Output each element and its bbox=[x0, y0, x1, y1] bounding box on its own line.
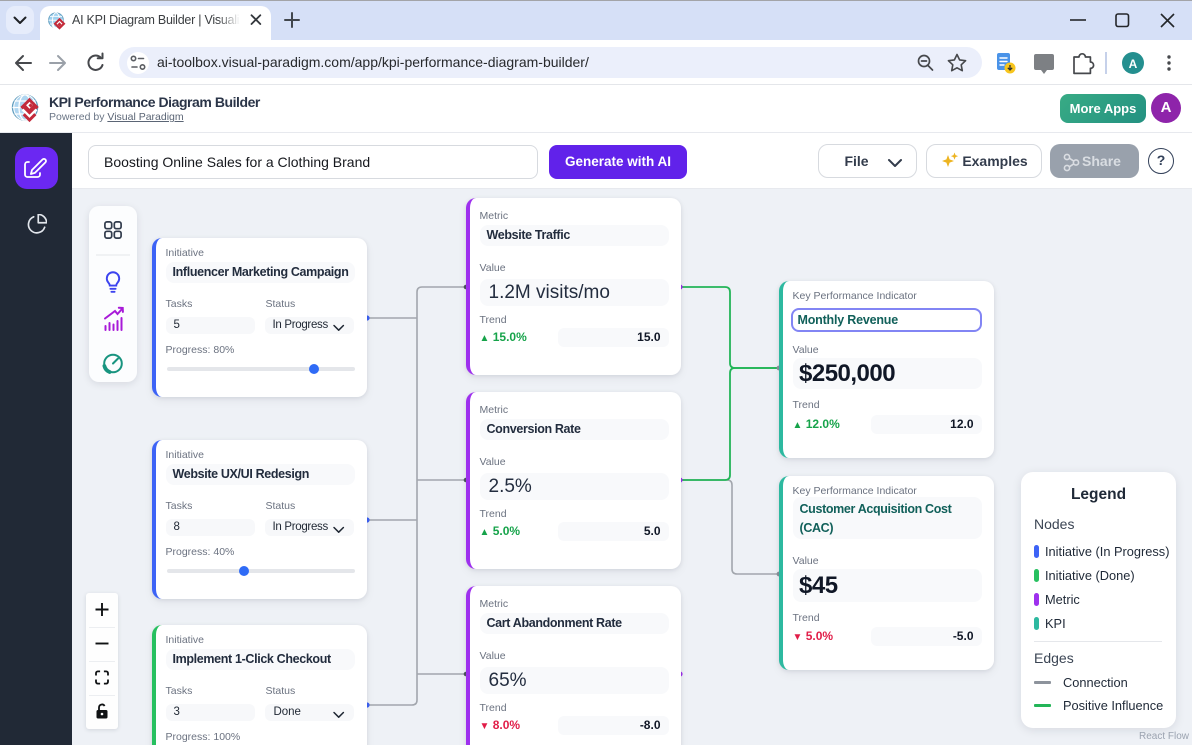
svg-text:A: A bbox=[1129, 57, 1138, 71]
